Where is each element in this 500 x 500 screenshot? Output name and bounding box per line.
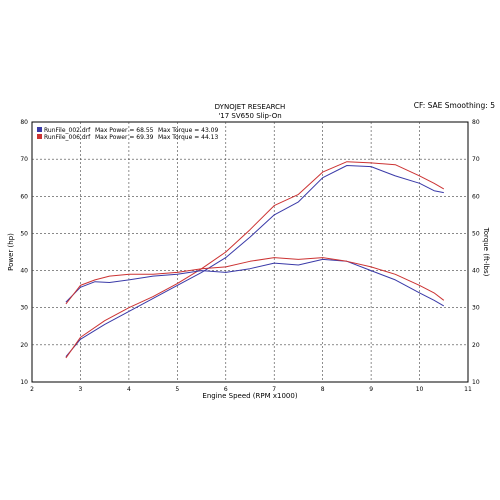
- y-tick-label-right: 40: [472, 268, 480, 275]
- legend-swatch-run-006: [37, 134, 42, 139]
- y-tick-label-right: 80: [472, 119, 480, 126]
- x-axis-ticks: 2 3 4 5 6 7 8 9 10 11: [30, 386, 472, 393]
- y-tick-label-left: 70: [20, 156, 28, 163]
- x-tick-label: 8: [321, 386, 325, 393]
- y-tick-label-left: 80: [20, 119, 28, 126]
- power-line-runfile-002-drf: [65, 165, 444, 358]
- legend: RunFile_002.drf Max Power = 68.55 Max To…: [37, 127, 218, 141]
- x-tick-label: 7: [272, 386, 276, 393]
- correction-smoothing-info: CF: SAE Smoothing: 5: [413, 101, 495, 110]
- chart-title: DYNOJET RESEARCH: [214, 103, 286, 111]
- y-axis-left-label: Power (hp): [7, 233, 15, 271]
- plot-area: [31, 121, 469, 383]
- x-tick-label: 9: [369, 386, 373, 393]
- y-axis-right-ticks: 10 20 30 40 50 60 70 80: [472, 119, 480, 386]
- y-tick-label-right: 30: [472, 305, 480, 312]
- x-tick-label: 3: [79, 386, 83, 393]
- x-tick-label: 2: [30, 386, 34, 393]
- y-tick-label-left: 60: [20, 193, 28, 200]
- y-tick-label-left: 40: [20, 268, 28, 275]
- legend-swatch-run-002: [37, 127, 42, 132]
- y-axis-left-ticks: 10 20 30 40 50 60 70 80: [20, 119, 28, 386]
- x-tick-label: 10: [416, 386, 424, 393]
- x-tick-label: 4: [127, 386, 131, 393]
- legend-torque-run-002: Max Torque = 43.09: [158, 127, 218, 134]
- y-tick-label-right: 60: [472, 193, 480, 200]
- legend-file-run-002: RunFile_002.drf: [44, 127, 91, 134]
- y-tick-label-left: 50: [20, 230, 28, 237]
- y-tick-label-left: 20: [20, 342, 28, 349]
- y-tick-label-right: 70: [472, 156, 480, 163]
- y-tick-label-left: 30: [20, 305, 28, 312]
- legend-torque-run-006: Max Torque = 44.13: [158, 134, 218, 141]
- x-tick-label: 11: [464, 386, 472, 393]
- y-tick-label-right: 10: [472, 379, 480, 386]
- torque-line-runfile-002-drf: [65, 258, 445, 307]
- power-line-runfile-006-drf: [65, 161, 445, 359]
- y-axis-right-label: Torque (ft-lbs): [482, 227, 490, 277]
- legend-power-run-002: Max Power = 68.55: [95, 127, 154, 134]
- x-tick-label: 6: [224, 386, 228, 393]
- x-axis-label: Engine Speed (RPM x1000): [202, 392, 297, 400]
- legend-file-run-006: RunFile_006.drf: [44, 134, 91, 141]
- x-tick-label: 5: [175, 386, 179, 393]
- y-tick-label-left: 10: [20, 379, 28, 386]
- data-series: [65, 161, 445, 359]
- legend-power-run-006: Max Power = 69.39: [95, 134, 154, 141]
- y-tick-label-right: 50: [472, 230, 480, 237]
- y-tick-label-right: 20: [472, 342, 480, 349]
- chart-subtitle: '17 SV650 Slip-On: [218, 112, 282, 120]
- torque-line-runfile-006-drf: [65, 257, 445, 305]
